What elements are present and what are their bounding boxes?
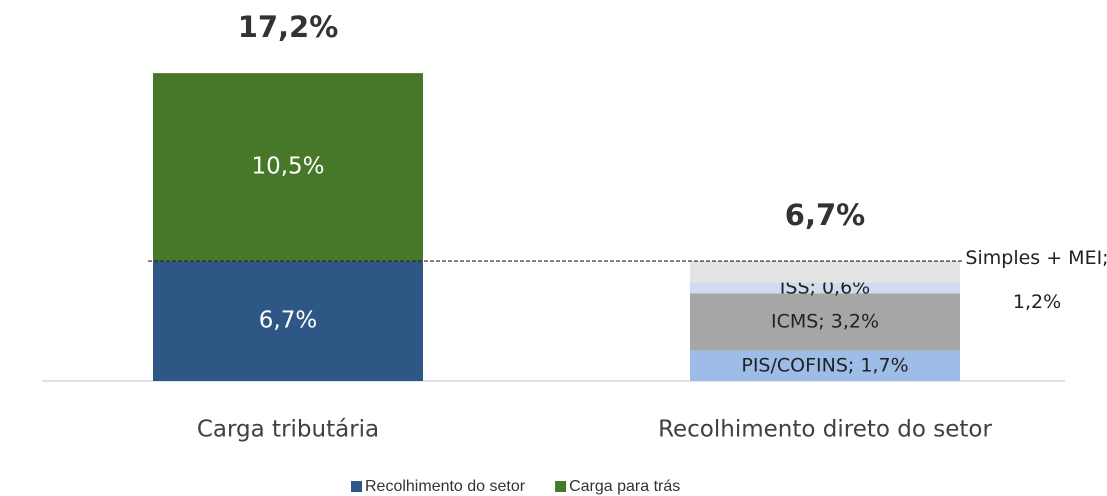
bar-segment <box>690 282 960 294</box>
legend-label: Recolhimento do setor <box>365 478 526 495</box>
total-label: 17,2% <box>238 10 339 44</box>
data-label: 10,5% <box>251 154 324 180</box>
total-label: 6,7% <box>785 198 865 232</box>
x-tick-label: Carga tributária <box>197 417 379 443</box>
bar-segment <box>153 73 423 262</box>
legend-label: Carga para trás <box>569 478 680 495</box>
legend-swatch <box>555 481 567 492</box>
bar-segment <box>690 293 960 351</box>
bar-segment <box>690 261 960 283</box>
data-label: 6,7% <box>259 308 317 334</box>
data-label: Simples + MEI; 1,2% <box>965 246 1107 313</box>
legend-swatch <box>351 481 362 492</box>
data-label: PIS/COFINS; 1,7% <box>741 354 908 376</box>
bar-segment <box>690 350 960 381</box>
bar-segment <box>153 261 423 381</box>
x-tick-label: Recolhimento direto do setor <box>658 417 992 443</box>
data-label: ICMS; 3,2% <box>771 310 879 332</box>
